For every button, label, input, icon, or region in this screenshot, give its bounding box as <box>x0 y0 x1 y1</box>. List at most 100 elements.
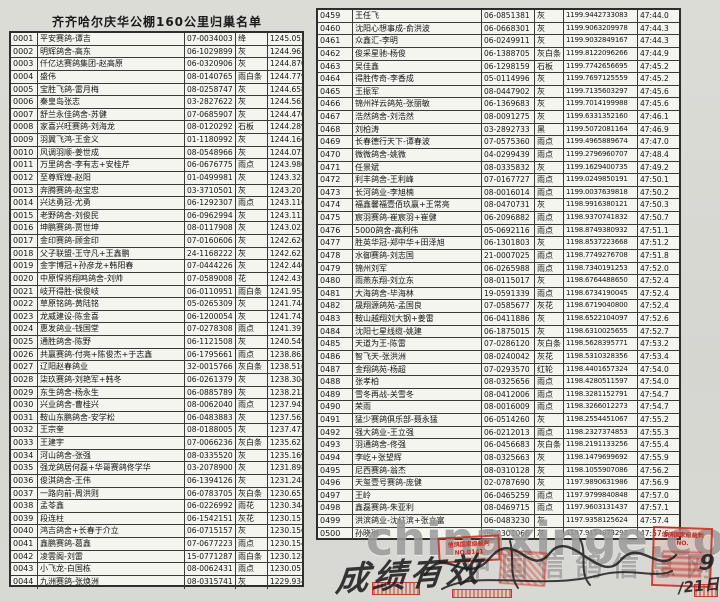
feather-color-cell: 灰 <box>535 477 564 489</box>
feather-color-cell: 灰 <box>535 515 564 527</box>
speed-cell: 1197.9358125624 <box>564 515 638 527</box>
speed-cell: 1238.863 <box>270 349 302 359</box>
fancier-name-cell: 鞍山东鹏鸽舍-安学松 <box>38 411 185 424</box>
feather-color-cell: 雨点 <box>236 159 268 171</box>
rank-cell: 0044 <box>11 575 38 589</box>
ring-number-cell: 06-1542151 <box>185 512 236 525</box>
speed-cell: 1199.7742656695 <box>564 60 638 73</box>
ring-number-cell: 05-0265309 <box>185 298 236 310</box>
table-row: 0017 金印赛鸽-顾金印 07-0160606 灰 1242.626 <box>11 235 302 248</box>
speed-cell: 1242.623 <box>270 248 302 258</box>
speed-cell: 1198.6719040800 <box>564 300 638 312</box>
feather-color-cell: 雨点 <box>535 186 564 199</box>
table-row: 0497 王岭 06-0465259 雨点 1197.9799840848 47… <box>318 489 679 503</box>
fancier-name-cell: 风调羽顺-姜世成 <box>38 146 185 159</box>
table-row: 0469 长春德行天下-谭春波 07-0575360 雨点 1199.49658… <box>318 136 679 149</box>
fancier-name-cell: 5000鸽舍-高利伟 <box>353 224 482 237</box>
fancier-name-cell: 任景斌 <box>353 161 482 174</box>
fancier-name-cell: 平安赛鸽-谭吉 <box>38 33 185 45</box>
speed-cell: 1199.2796960707 <box>564 148 638 161</box>
speed-cell: 1241.742 <box>270 311 302 321</box>
clock-time-cell: 47:47.0 <box>640 137 669 147</box>
clock-time-cell: 47:52.4 <box>640 288 669 298</box>
table-row: 0024 惠发鸽业-钱国堂 07-0278308 雨点 1241.391 <box>11 323 302 336</box>
rank-cell: 0005 <box>11 83 38 96</box>
table-row: 0020 中原悍将翔鸣鸽舍-刘帅 07-0589008 花 1242.439 <box>11 272 302 286</box>
speed-cell: 1199.9032849167 <box>564 35 638 47</box>
table-row: 0461 众鑫汇-李明 06-0249911 灰 1199.9032849167… <box>318 35 679 48</box>
rank-cell: 0030 <box>11 399 38 411</box>
speed-cell: 1244.658 <box>270 84 302 94</box>
rank-cell: 0465 <box>318 85 353 98</box>
table-row: 0468 刘柏涛 03-2892733 黑 1199.5072081164 47… <box>318 123 679 137</box>
table-row: 0004 盛伟 08-0140765 雨白条 1244.779 <box>11 70 302 84</box>
rank-cell: 0043 <box>11 563 38 575</box>
rank-cell: 0487 <box>318 363 353 376</box>
rank-cell: 0041 <box>11 538 38 550</box>
ring-number-cell: 06-0465259 <box>482 489 535 502</box>
ring-number-cell: 08-0091275 <box>482 111 535 123</box>
table-row: 0475 宸羽赛鸽-崔宸羽+崔健 06-2096882 雨点 1198.9370… <box>318 212 679 225</box>
fancier-name-cell: 宸羽赛鸽-崔宸羽+崔健 <box>353 212 482 224</box>
ring-number-cell: 08-0258747 <box>185 83 236 96</box>
ring-number-cell: 07-0685907 <box>185 108 236 121</box>
speed-cell: 1199.9442733083 <box>564 10 638 22</box>
feather-color-cell: 灰 <box>236 310 268 323</box>
feather-color-cell: 灰 <box>236 525 268 537</box>
speed-cell: 1198.8749380932 <box>564 224 638 237</box>
clock-time-cell: 47:51.8 <box>640 250 669 260</box>
clock-time-cell: 47:57.6 <box>640 528 669 538</box>
rank-cell: 0475 <box>318 212 353 224</box>
feather-color-cell: 灰 <box>236 462 268 474</box>
speed-cell: 1198.5628395771 <box>564 338 638 350</box>
fancier-name-cell: 天道为王-陈雷 <box>353 338 482 350</box>
rank-cell: 0500 <box>318 527 353 541</box>
table-row: 0466 锦州祥云鸽苑-张丽敏 06-1369683 灰 1199.701419… <box>318 98 679 111</box>
ring-number-cell: 06-1875015 <box>482 325 535 338</box>
feather-color-cell: 雨点 <box>535 148 564 161</box>
table-row: 0007 舒兰永佳鸽舍-苏健 07-0685907 灰 1244.470 <box>11 108 302 122</box>
rank-cell: 0481 <box>318 287 353 300</box>
table-row: 0040 鸿吉鸽舍+长春于介立 06-0715157 灰 1230.156 <box>11 525 302 538</box>
table-row: 0473 长河鸽业-李旭楠 08-0016014 雨点 1199.0037639… <box>318 186 679 200</box>
table-row: 0471 任景斌 08-0335832 灰 1199.1629400735 47… <box>318 161 679 175</box>
speed-cell: 1244.289 <box>270 122 302 132</box>
watermark-site-text: chinaxinge.com <box>366 512 720 566</box>
speed-cell: 1230.156 <box>270 526 302 536</box>
table-row: 0042 凌雲阁-刘雷 15-0771287 雨白条 1230.128 <box>11 550 302 564</box>
speed-cell: 1199.7135603297 <box>564 85 638 98</box>
ring-number-cell: 08-0412006 <box>482 388 535 401</box>
clock-time-cell: 47:53.2 <box>640 339 669 349</box>
feather-color-cell: 灰 <box>236 260 268 272</box>
feather-color-cell: 灰 <box>535 325 564 338</box>
ring-number-cell: 06-0783705 <box>185 487 236 500</box>
feather-color-cell: 灰 <box>236 134 268 146</box>
speed-cell: 1230.154 <box>270 539 302 548</box>
fancier-name-cell: 惠发鸽业-钱国堂 <box>38 323 185 335</box>
table-row: 0043 小飞龙-白国栋 08-0062431 雨点 1230.057 <box>11 563 302 576</box>
speed-cell: 1198.2191133256 <box>564 439 638 451</box>
table-row: 0489 雪冬再战-关雪冬 08-0412006 雨点 1198.3281152… <box>318 388 679 402</box>
feather-color-cell: 灰 <box>535 464 564 477</box>
feather-color-cell: 灰白条 <box>535 439 564 451</box>
speed-cell: 1243.328 <box>270 172 302 182</box>
table-row: 0494 李屹+张望辉 08-0325663 灰 1198.1479699692… <box>318 451 679 465</box>
rank-cell: 0022 <box>11 298 38 310</box>
ring-number-cell: 06-1369683 <box>482 98 535 110</box>
fancier-name-cell: 王岭 <box>353 489 482 502</box>
feather-color-cell: 雨白条 <box>236 550 268 563</box>
speed-cell: 1244.779 <box>270 71 302 81</box>
ring-number-cell: 08-0117908 <box>185 222 236 234</box>
rank-cell: 0482 <box>318 300 353 312</box>
ring-number-cell: 07-0278308 <box>185 323 236 335</box>
clock-time-cell: 47:57.1 <box>640 503 669 513</box>
ring-number-cell: 08-0062431 <box>185 563 236 575</box>
feather-color-cell: 石板 <box>236 121 268 133</box>
table-row: 0499 洪滨鸽业-沈红滨+张立富 06-0483230 灰 1197.9358… <box>318 515 679 528</box>
ring-number-cell: 07-0034003 <box>185 33 236 45</box>
speed-cell: 1230.157 <box>270 513 302 523</box>
ring-number-cell: 06-1795661 <box>185 348 236 361</box>
fancier-name-cell: 河山鸽舍-张强 <box>38 449 185 462</box>
ring-number-cell: 06-0668301 <box>482 22 535 35</box>
rank-cell: 0016 <box>11 222 38 234</box>
